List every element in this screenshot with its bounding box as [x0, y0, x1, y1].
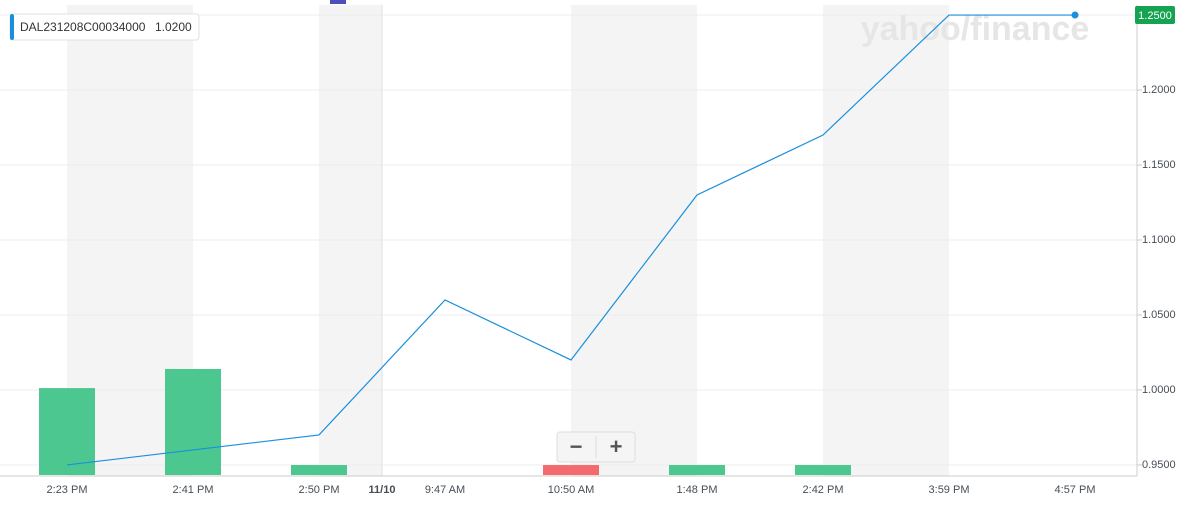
- legend: DAL231208C00034000 1.0200: [9, 13, 200, 41]
- x-tick-label: 2:41 PM: [173, 484, 214, 496]
- zoom-controls: − +: [556, 431, 636, 463]
- y-tick-label: 0.9500: [1142, 459, 1176, 471]
- top-marker: [330, 0, 346, 4]
- plot: [66, 11, 1079, 466]
- date-label: 11/10: [369, 484, 396, 496]
- volume-bar: [795, 465, 851, 475]
- volume-bar: [669, 465, 725, 475]
- volume-bar: [291, 465, 347, 475]
- zoom-in[interactable]: +: [610, 434, 623, 459]
- x-tick-label: 2:42 PM: [803, 484, 844, 496]
- x-tick-label: 1:48 PM: [677, 484, 718, 496]
- y-tick-label: 1.1000: [1142, 234, 1176, 246]
- last-value-label: 1.2500: [1138, 10, 1172, 22]
- last-value-box: [1135, 6, 1175, 25]
- x-tick-label: 9:47 AM: [425, 484, 465, 496]
- volume-bar: [543, 465, 599, 475]
- x-tick-label: 3:59 PM: [929, 484, 970, 496]
- watermark: yahoo/finance: [861, 10, 1090, 48]
- x-tick-label: 10:50 AM: [548, 484, 594, 496]
- zoom-out[interactable]: −: [570, 434, 583, 459]
- legend-swatch: [10, 14, 14, 40]
- y-tick-label: 1.0000: [1142, 384, 1176, 396]
- x-tick-label: 2:23 PM: [47, 484, 88, 496]
- volume-bar: [39, 388, 95, 475]
- legend-value: 1.0200: [155, 20, 192, 34]
- grid: [0, 5, 1142, 476]
- volume-bar: [165, 369, 221, 475]
- y-tick-label: 1.1500: [1142, 159, 1176, 171]
- legend-name: DAL231208C00034000: [20, 20, 146, 34]
- x-tick-label: 2:50 PM: [299, 484, 340, 496]
- last-point: [1071, 11, 1079, 19]
- price-line: [66, 14, 1075, 466]
- y-tick-label: 1.2000: [1142, 84, 1176, 96]
- x-tick-label: 4:57 PM: [1055, 484, 1096, 496]
- y-tick-label: 1.0500: [1142, 309, 1176, 321]
- volume: [39, 369, 851, 475]
